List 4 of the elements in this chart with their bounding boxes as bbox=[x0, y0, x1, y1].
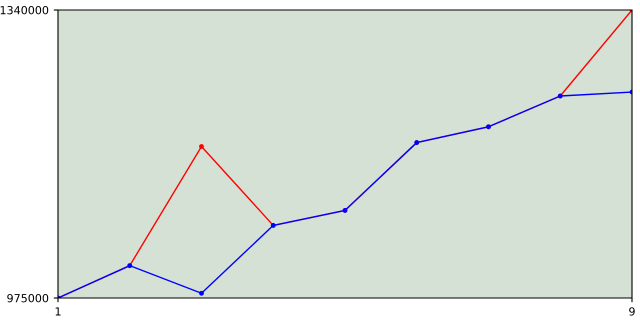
x-tick-label: 9 bbox=[629, 307, 635, 316]
y-tick-label: 1340000 bbox=[0, 6, 48, 14]
y-tick-label: 975000 bbox=[7, 294, 48, 302]
x-tick-label: 1 bbox=[56, 307, 61, 316]
